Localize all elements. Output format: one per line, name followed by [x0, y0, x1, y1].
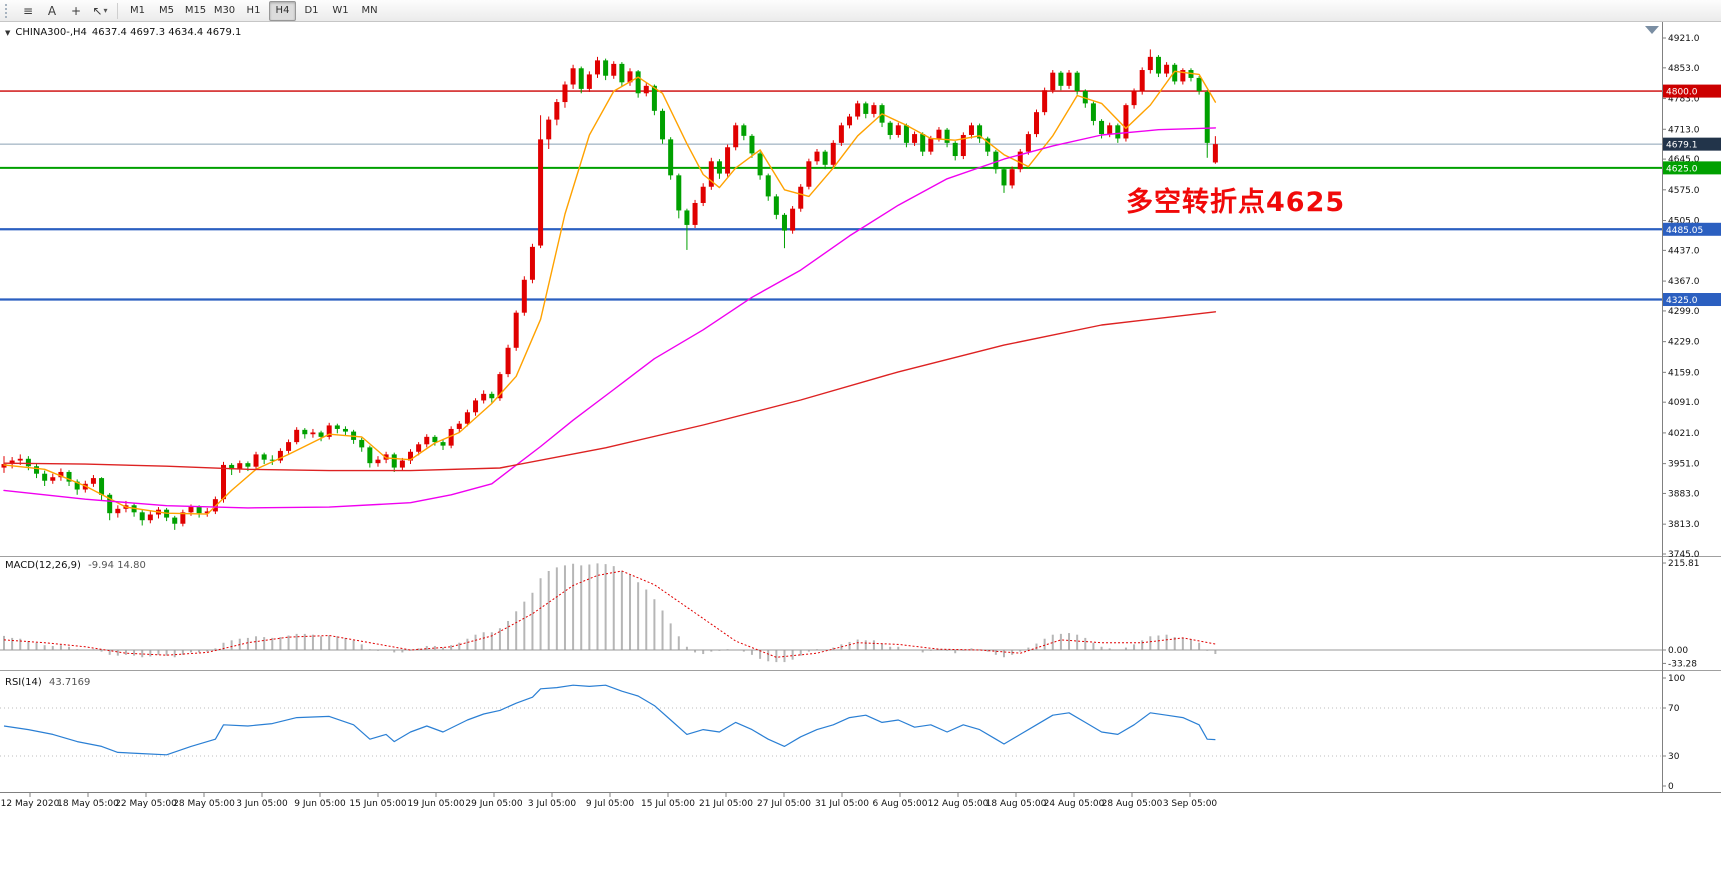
svg-text:29 Jun 05:00: 29 Jun 05:00	[465, 799, 522, 809]
chart-annotation-text[interactable]: 多空转折点4625	[1126, 187, 1346, 218]
macd-indicator-label: MACD(12,26,9) -9.94 14.80	[5, 560, 146, 571]
svg-text:28 Aug 05:00: 28 Aug 05:00	[1102, 799, 1163, 809]
svg-text:70: 70	[1668, 704, 1680, 714]
rsi-panel: 100 70 30 0	[0, 674, 1685, 792]
svg-text:4325.0: 4325.0	[1666, 296, 1698, 306]
macd-name: MACD(12,26,9)	[5, 560, 81, 571]
chart-canvas[interactable]: 215.81 0.00 -33.28 100 70 30 0 4921.0 4853.0 4783…	[0, 22, 1721, 892]
pointer-tool-dropdown[interactable]: ↖ ▾	[89, 1, 111, 21]
svg-text:3745.0: 3745.0	[1668, 550, 1700, 560]
svg-text:4783.0: 4783.0	[1668, 95, 1700, 105]
svg-text:19 Jun 05:00: 19 Jun 05:00	[407, 799, 464, 809]
svg-text:4021.0: 4021.0	[1668, 429, 1700, 439]
timeframe-h4-button[interactable]: H4	[269, 0, 296, 21]
svg-text:4299.0: 4299.0	[1668, 307, 1700, 317]
svg-text:4679.1: 4679.1	[1666, 141, 1698, 151]
svg-text:15 Jun 05:00: 15 Jun 05:00	[349, 799, 406, 809]
price-axis[interactable]: 4921.0 4853.0 4783.0 4713.0 4645.0 4575.0 4505…	[1662, 22, 1700, 793]
svg-text:21 Jul 05:00: 21 Jul 05:00	[699, 799, 753, 809]
svg-text:4485.05: 4485.05	[1666, 226, 1703, 236]
symbol-name: CHINA300-,H4	[15, 27, 87, 38]
svg-text:9 Jul 05:00: 9 Jul 05:00	[586, 799, 635, 809]
ma-line-medium	[3, 127, 1217, 509]
rsi-name: RSI(14)	[5, 677, 42, 688]
svg-text:100: 100	[1668, 674, 1685, 684]
svg-text:4505.0: 4505.0	[1668, 217, 1700, 227]
svg-text:4645.0: 4645.0	[1668, 155, 1700, 165]
moving-average-lines	[3, 70, 1217, 515]
svg-text:28 May 05:00: 28 May 05:00	[173, 799, 235, 809]
svg-text:4800.0: 4800.0	[1666, 88, 1698, 98]
price-level-lines[interactable]	[0, 90, 1663, 301]
svg-text:4367.0: 4367.0	[1668, 277, 1700, 287]
menu-icon[interactable]: ≡	[22, 3, 34, 18]
svg-text:18 Aug 05:00: 18 Aug 05:00	[986, 799, 1047, 809]
pointer-tool-icon: ↖	[92, 3, 103, 18]
timeframe-d1-button[interactable]: D1	[304, 5, 319, 16]
text-tool-icon[interactable]: A	[47, 3, 57, 18]
panel-separators[interactable]	[0, 556, 1721, 793]
svg-text:4625.0: 4625.0	[1666, 164, 1698, 174]
svg-text:4091.0: 4091.0	[1668, 398, 1700, 408]
svg-text:12 Aug 05:00: 12 Aug 05:00	[928, 799, 989, 809]
svg-text:22 May 05:00: 22 May 05:00	[115, 799, 177, 809]
svg-text:3883.0: 3883.0	[1668, 489, 1700, 499]
svg-text:3951.0: 3951.0	[1668, 460, 1700, 470]
svg-text:4853.0: 4853.0	[1668, 64, 1700, 74]
toolbar: ≡ A + ↖ ▾ M1 M5 M15 M30 H1 H4 D1 W1 MN	[0, 0, 1721, 22]
macd-values: -9.94 14.80	[88, 560, 146, 571]
svg-text:4921.0: 4921.0	[1668, 34, 1700, 44]
timeframe-mn-button[interactable]: MN	[361, 5, 378, 16]
crosshair-icon[interactable]: +	[70, 3, 82, 18]
svg-text:3 Jun 05:00: 3 Jun 05:00	[236, 799, 288, 809]
svg-text:30: 30	[1668, 752, 1680, 762]
timeframe-h1-button[interactable]: H1	[246, 5, 261, 16]
svg-text:3 Jul 05:00: 3 Jul 05:00	[528, 799, 577, 809]
svg-text:4437.0: 4437.0	[1668, 246, 1700, 256]
svg-text:4575.0: 4575.0	[1668, 186, 1700, 196]
svg-text:3813.0: 3813.0	[1668, 520, 1700, 530]
svg-text:4229.0: 4229.0	[1668, 338, 1700, 348]
svg-text:6 Aug 05:00: 6 Aug 05:00	[873, 799, 928, 809]
timeframe-m15-button[interactable]: M15	[184, 5, 207, 16]
svg-text:9 Jun 05:00: 9 Jun 05:00	[294, 799, 346, 809]
chevron-down-icon: ▾	[103, 6, 108, 15]
rsi-line	[3, 684, 1216, 756]
svg-text:0: 0	[1668, 782, 1674, 792]
toolbar-grip[interactable]	[5, 3, 11, 18]
svg-text:15 Jul 05:00: 15 Jul 05:00	[641, 799, 695, 809]
chart-shift-marker-icon[interactable]	[1645, 26, 1659, 34]
svg-text:31 Jul 05:00: 31 Jul 05:00	[815, 799, 869, 809]
svg-text:-33.28: -33.28	[1668, 659, 1697, 669]
svg-text:4159.0: 4159.0	[1668, 368, 1700, 378]
macd-panel: 215.81 0.00 -33.28	[0, 559, 1700, 669]
ohlc-values: 4637.4 4697.3 4634.4 4679.1	[91, 27, 242, 38]
ma-line-fast	[3, 70, 1217, 515]
collapse-triangle-icon: ▼	[5, 28, 11, 37]
rsi-indicator-label: RSI(14) 43.7169	[5, 677, 90, 688]
timeframe-w1-button[interactable]: W1	[332, 5, 349, 16]
svg-text:4713.0: 4713.0	[1668, 125, 1700, 135]
svg-text:27 Jul 05:00: 27 Jul 05:00	[757, 799, 811, 809]
candlestick-layer	[1, 49, 1218, 530]
price-tags: 4800.0 4625.0 4485.05 4325.0 4679.1	[1663, 84, 1721, 307]
symbol-ohlc-label: ▼ CHINA300-,H4 4637.4 4697.3 4634.4 4679…	[5, 27, 241, 38]
svg-text:215.81: 215.81	[1668, 559, 1700, 569]
svg-text:24 Aug 05:00: 24 Aug 05:00	[1044, 799, 1105, 809]
timeframe-m1-button[interactable]: M1	[130, 5, 145, 16]
timeframe-m30-button[interactable]: M30	[213, 5, 236, 16]
svg-text:12 May 2020: 12 May 2020	[1, 799, 60, 809]
svg-text:18 May 05:00: 18 May 05:00	[57, 799, 119, 809]
svg-text:3 Sep 05:00: 3 Sep 05:00	[1163, 799, 1218, 809]
rsi-value: 43.7169	[48, 677, 91, 688]
toolbar-separator	[117, 2, 118, 19]
ma-line-slow	[3, 311, 1217, 472]
timeframe-m5-button[interactable]: M5	[159, 5, 174, 16]
macd-signal-line	[3, 570, 1216, 658]
svg-text:0.00: 0.00	[1668, 646, 1688, 656]
